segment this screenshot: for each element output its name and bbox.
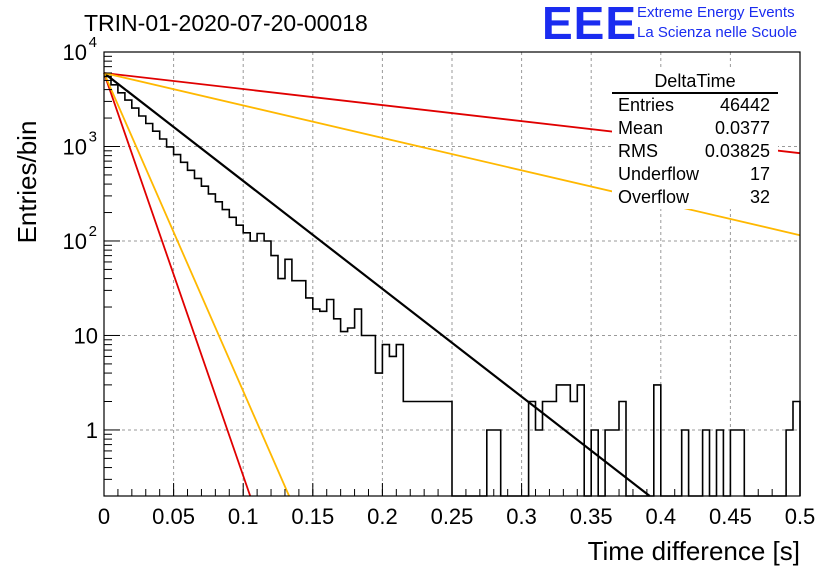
stats-row: Mean 0.0377 (612, 117, 778, 140)
stats-row: Underflow 17 (612, 163, 778, 186)
stats-value: 17 (749, 164, 770, 184)
stats-key: RMS (618, 141, 658, 161)
stats-row: Overflow 32 (612, 186, 778, 209)
x-tick-label: 0.5 (785, 504, 816, 529)
logo-mark: EEE (542, 0, 638, 49)
x-axis-ticks: 0 0.05 0.1 0.15 0.2 0.25 0.3 0.35 0.4 0.45 0.5 (98, 483, 815, 529)
stats-value: 46442 (719, 95, 770, 115)
x-tick-label: 0.35 (570, 504, 613, 529)
fit-curve-red (103, 72, 252, 497)
y-tick-label: 10 (74, 323, 98, 348)
x-tick-label: 0.1 (228, 504, 259, 529)
stats-box: DeltaTime Entries 46442 Mean 0.0377 RMS … (612, 70, 778, 209)
x-tick-label: 0 (98, 504, 110, 529)
x-axis-label: Time difference [s] (588, 536, 800, 566)
chart-series (103, 72, 801, 497)
x-tick-label: 0.2 (367, 504, 398, 529)
stats-key: Underflow (618, 164, 700, 184)
stats-key: Mean (618, 118, 664, 138)
logo-line-2: La Scienza nelle Scuole (637, 24, 798, 41)
y-tick-label: 10 (63, 40, 87, 65)
fit-curve-black (103, 72, 651, 497)
y-tick-exponent: 4 (89, 34, 97, 51)
x-tick-label: 0.25 (431, 504, 474, 529)
y-tick-label: 10 (63, 229, 87, 254)
logo-line-1: Extreme Energy Events (637, 4, 795, 21)
x-tick-label: 0.4 (646, 504, 677, 529)
stats-title: DeltaTime (612, 70, 778, 94)
x-tick-label: 0.45 (709, 504, 752, 529)
stats-row: RMS 0.03825 (612, 140, 778, 163)
stats-key: Overflow (618, 187, 690, 207)
y-tick-label: 10 (63, 134, 87, 159)
y-tick-exponent: 2 (89, 223, 97, 240)
y-tick-label: 1 (86, 418, 98, 443)
stats-value: 32 (749, 187, 770, 207)
x-tick-label: 0.3 (506, 504, 537, 529)
fit-curve-orange (103, 72, 290, 497)
stats-value: 0.0377 (714, 118, 770, 138)
y-axis-label: Entries/bin (12, 121, 42, 244)
stats-key: Entries (618, 95, 675, 115)
eee-logo: EEE Extreme Energy Events La Scienza nel… (542, 0, 836, 49)
stats-value: 0.03825 (704, 141, 770, 161)
x-tick-label: 0.15 (291, 504, 334, 529)
run-title: TRIN-01-2020-07-20-00018 (84, 10, 368, 36)
y-tick-exponent: 3 (89, 128, 97, 145)
x-tick-label: 0.05 (152, 504, 195, 529)
stats-row: Entries 46442 (612, 94, 778, 117)
